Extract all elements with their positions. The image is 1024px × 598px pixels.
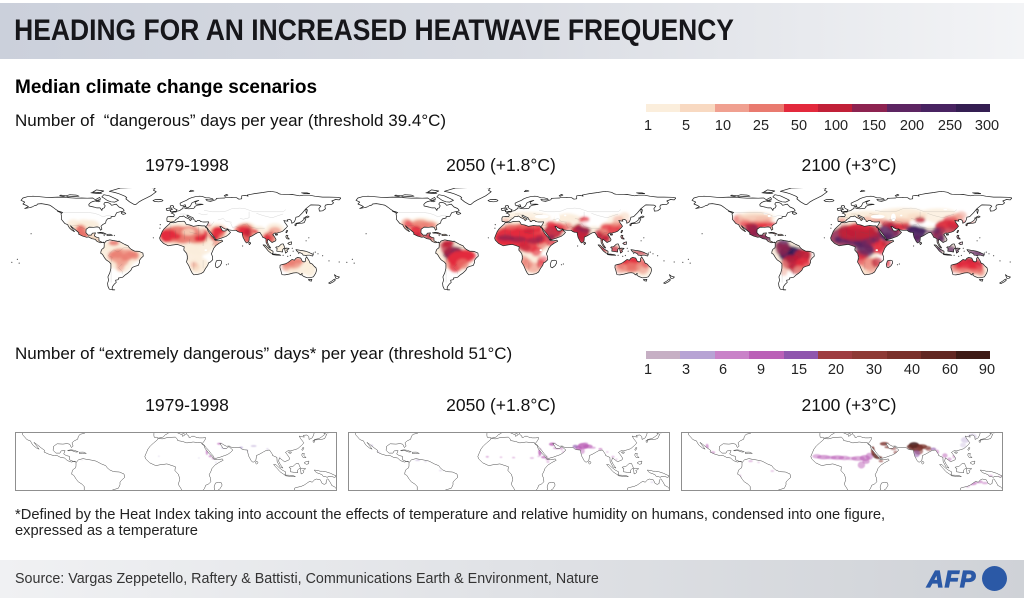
svg-text:AFP: AFP [926,568,977,592]
